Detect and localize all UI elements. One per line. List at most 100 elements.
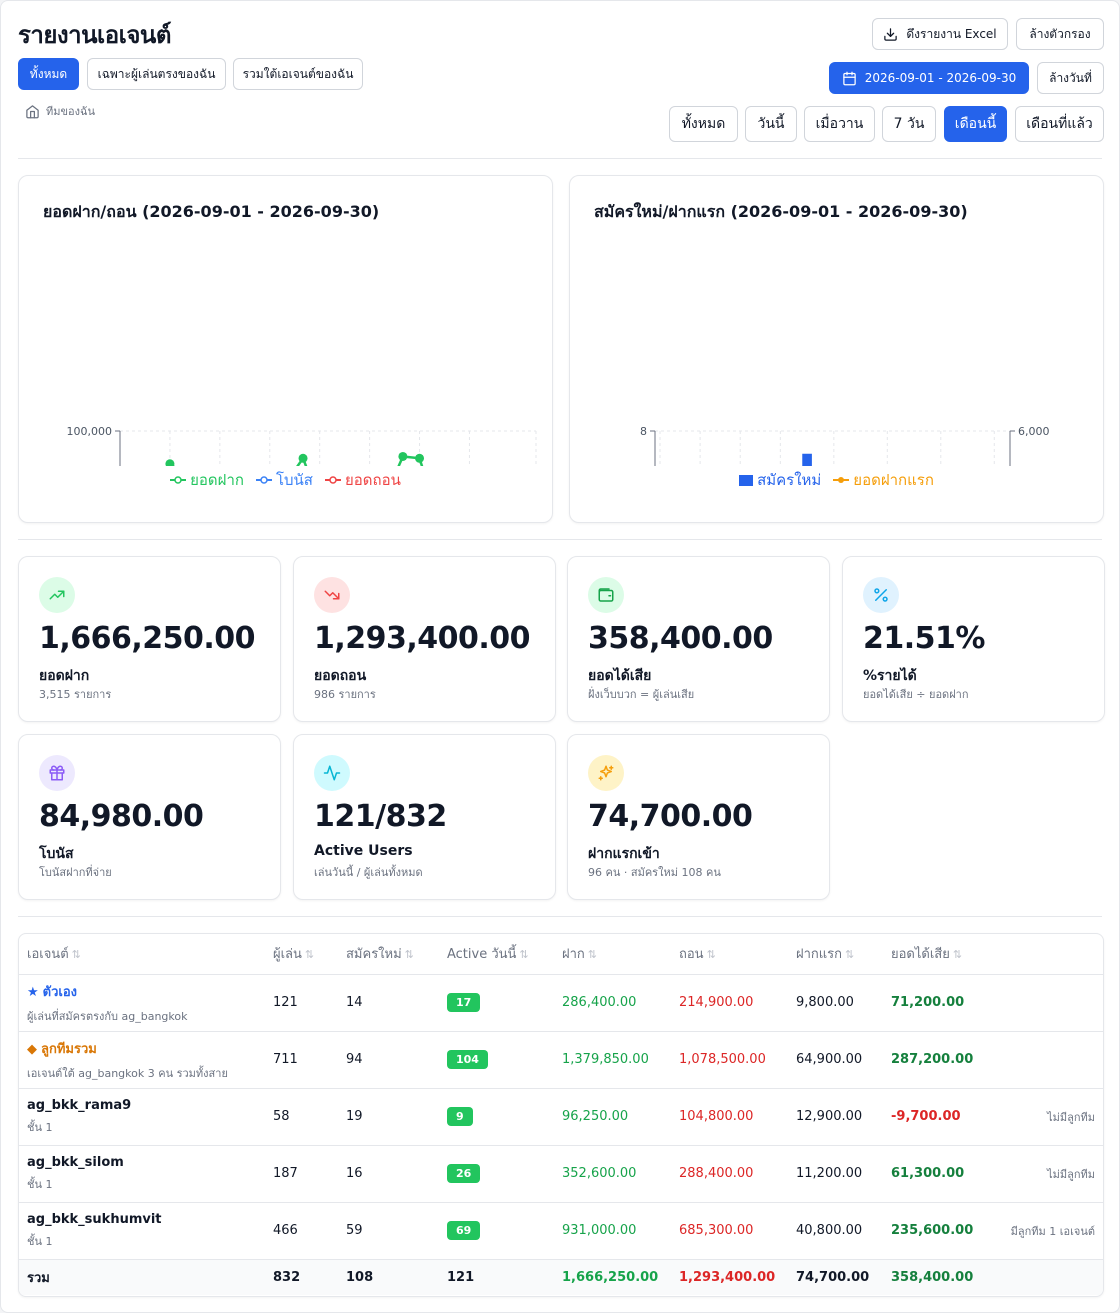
column-header[interactable]: ฝากแรก ⇅ — [788, 934, 883, 975]
total-label: รวม — [19, 1259, 265, 1295]
deposit-cell: 352,600.00 — [554, 1145, 671, 1203]
period-tab[interactable]: 7 วัน — [882, 106, 936, 142]
export-excel-button[interactable]: ดึงรายงาน Excel — [872, 18, 1008, 50]
deposit-cell: 286,400.00 — [554, 974, 671, 1032]
stat-label: Active Users — [314, 843, 413, 859]
sort-icon[interactable]: ⇅ — [404, 948, 414, 962]
table-header-row: เอเจนต์ ⇅ ผู้เล่น ⇅ สมัครใหม่ ⇅ Active วันนี้ ⇅… — [19, 934, 1103, 975]
chart-title: ยอดฝาก/ถอน (2026-09-01 - 2026-09-30) — [43, 202, 380, 221]
sort-icon[interactable]: ⇅ — [304, 948, 315, 962]
data-point[interactable] — [415, 453, 425, 463]
scope-tab[interactable]: รวมใต้เอเจนต์ของฉัน — [233, 58, 363, 90]
divider — [18, 916, 1102, 917]
first-deposit-cell: 11,200.00 — [788, 1145, 883, 1203]
deposit-cell: 96,250.00 — [554, 1088, 671, 1146]
sort-icon[interactable]: ⇅ — [845, 948, 855, 962]
first-deposit-cell: 9,800.00 — [788, 974, 883, 1032]
scope-tab[interactable]: เฉพาะผู้เล่นตรงของฉัน — [87, 58, 226, 90]
divider — [18, 158, 1102, 159]
wallet-icon — [588, 577, 624, 613]
subagent-note — [993, 974, 1103, 1032]
new-signups-cell: 14 — [338, 974, 439, 1032]
period-tab[interactable]: ทั้งหมด — [669, 106, 738, 142]
table-row[interactable]: ag_bkk_sukhumvit ชั้น 1 466 59 69 931,000.00 6… — [19, 1202, 1103, 1260]
column-header[interactable]: เอเจนต์ ⇅ — [19, 934, 265, 975]
stat-subtext: 3,515 รายการ — [39, 688, 112, 701]
column-header-label: ผู้เล่น — [273, 947, 302, 963]
legend-item[interactable]: ยอดถอน — [324, 468, 401, 492]
column-header[interactable]: สมัครใหม่ ⇅ — [338, 934, 439, 975]
period-tab[interactable]: เดือนที่แล้ว — [1015, 106, 1104, 142]
activity-icon — [314, 755, 350, 791]
table-row[interactable]: ag_bkk_silom ชั้น 1 187 16 26 352,600.00 288,4… — [19, 1145, 1103, 1203]
stat-card: 84,980.00 โบนัส โบนัสฝากที่จ่าย — [18, 734, 281, 900]
agent-table: เอเจนต์ ⇅ ผู้เล่น ⇅ สมัครใหม่ ⇅ Active วันนี้ ⇅… — [19, 934, 1103, 1295]
sort-icon[interactable]: ⇅ — [706, 948, 716, 962]
clear-date-button[interactable]: ล้างวันที่ — [1037, 62, 1104, 94]
table-row[interactable]: ★ ตัวเอง ผู้เล่นที่สมัครตรงกับ ag_bangkok 1… — [19, 974, 1103, 1032]
first-deposit-cell: 40,800.00 — [788, 1202, 883, 1260]
chart-legend: ยอดฝาก โบนัส ยอดถอน — [19, 468, 552, 492]
legend-label: ยอดฝากแรก — [853, 471, 934, 489]
total-winloss: 358,400.00 — [883, 1259, 993, 1295]
agent-name[interactable]: ag_bkk_rama9 — [27, 1098, 257, 1113]
agent-name[interactable]: ag_bkk_silom — [27, 1155, 257, 1170]
period-tab[interactable]: เมื่อวาน — [804, 106, 875, 142]
gift-icon — [39, 755, 75, 791]
stat-label: %รายได้ — [863, 668, 917, 684]
percent-icon — [863, 577, 899, 613]
stat-card: 358,400.00 ยอดได้เสีย ฝั่งเว็บบวก = ผู้เล่… — [567, 556, 830, 722]
withdraw-cell: 1,078,500.00 — [671, 1031, 788, 1089]
legend-item[interactable]: โบนัส — [255, 468, 313, 492]
table-row[interactable]: ag_bkk_rama9 ชั้น 1 58 19 9 96,250.00 104,800.… — [19, 1088, 1103, 1146]
agent-name[interactable]: ★ ตัวเอง — [27, 981, 257, 1002]
column-header[interactable]: ยอดได้เสีย ⇅ — [883, 934, 993, 975]
sort-icon[interactable]: ⇅ — [71, 948, 81, 962]
players-cell: 187 — [265, 1145, 338, 1203]
date-range-label: 2026-09-01 - 2026-09-30 — [864, 71, 1017, 85]
agent-name[interactable]: ag_bkk_sukhumvit — [27, 1212, 257, 1227]
legend-item[interactable]: สมัครใหม่ — [739, 468, 821, 492]
stat-subtext: ยอดได้เสีย ÷ ยอดฝาก — [863, 688, 969, 701]
agent-cell: ag_bkk_rama9 ชั้น 1 — [19, 1088, 265, 1146]
y-tick-label: 100,000 — [67, 425, 113, 438]
legend-item[interactable]: ยอดฝาก — [170, 468, 244, 492]
sort-icon[interactable]: ⇅ — [519, 948, 529, 962]
page-title: รายงานเอเจนต์ — [18, 21, 171, 49]
home-icon — [26, 104, 39, 118]
stat-card: 74,700.00 ฝากแรกเข้า 96 คน · สมัครใหม่ 108… — [567, 734, 830, 900]
column-header-label: เอเจนต์ — [27, 947, 69, 963]
total-players: 832 — [265, 1259, 338, 1295]
breadcrumb[interactable]: ทีมของฉัน — [25, 102, 95, 120]
new-signups-cell: 19 — [338, 1088, 439, 1146]
period-tab[interactable]: เดือนนี้ — [944, 106, 1007, 142]
diamond-icon: ◆ — [27, 1041, 37, 1057]
agent-name[interactable]: ◆ ลูกทีมรวม — [27, 1038, 257, 1059]
legend-line-icon — [255, 476, 272, 484]
active-badge: 26 — [447, 1164, 481, 1183]
legend-label: สมัครใหม่ — [757, 471, 822, 489]
column-header[interactable]: ฝาก ⇅ — [554, 934, 671, 975]
scope-tab[interactable]: ทั้งหมด — [18, 58, 79, 90]
period-tab[interactable]: วันนี้ — [745, 106, 797, 142]
data-point[interactable] — [165, 459, 175, 466]
clear-filters-button[interactable]: ล้างตัวกรอง — [1016, 18, 1104, 50]
bar[interactable] — [802, 453, 812, 466]
sort-icon[interactable]: ⇅ — [952, 948, 963, 962]
legend-item[interactable]: ยอดฝากแรก — [833, 468, 934, 492]
table-row[interactable]: ◆ ลูกทีมรวม เอเจนต์ใต้ ag_bangkok 3 คน รวม… — [19, 1031, 1103, 1089]
stat-value: 121/832 — [314, 799, 447, 834]
new-signups-cell: 59 — [338, 1202, 439, 1260]
column-header[interactable]: ถอน ⇅ — [671, 934, 788, 975]
winloss-cell: -9,700.00 — [883, 1088, 993, 1146]
new-signups-cell: 16 — [338, 1145, 439, 1203]
chart-title: สมัครใหม่/ฝากแรก (2026-09-01 - 2026-09-3… — [594, 202, 968, 221]
column-header[interactable]: ผู้เล่น ⇅ — [265, 934, 338, 975]
column-header[interactable]: Active วันนี้ ⇅ — [439, 934, 554, 975]
data-point[interactable] — [398, 451, 408, 461]
signup-first-deposit-chart-card: สมัครใหม่/ฝากแรก (2026-09-01 - 2026-09-3… — [569, 175, 1104, 523]
sort-icon[interactable]: ⇅ — [587, 948, 598, 962]
date-range-button[interactable]: 2026-09-01 - 2026-09-30 — [829, 62, 1029, 94]
data-point[interactable] — [298, 453, 308, 463]
agent-cell: ★ ตัวเอง ผู้เล่นที่สมัครตรงกับ ag_bangkok — [19, 974, 265, 1032]
